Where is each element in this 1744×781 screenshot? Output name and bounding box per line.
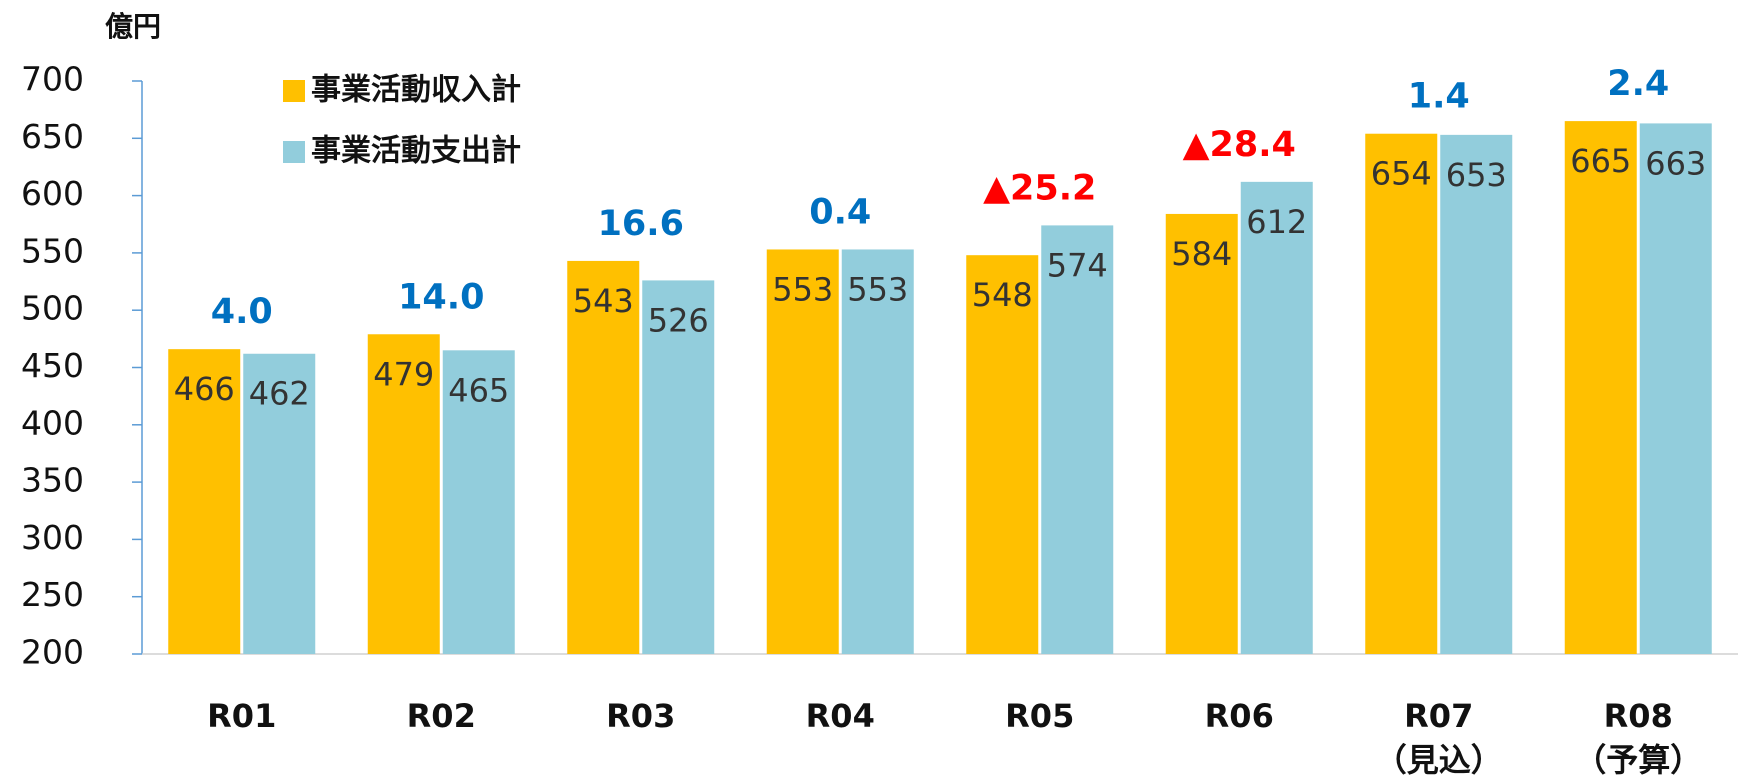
x-tick-label: R05 — [1005, 697, 1075, 735]
difference-label: 16.6 — [598, 204, 684, 244]
x-tick-label: R06 — [1204, 697, 1274, 735]
bar — [1240, 181, 1313, 654]
y-tick-label: 450 — [21, 346, 84, 385]
bar — [567, 260, 640, 654]
legend-label: 事業活動支出計 — [311, 134, 521, 169]
bar — [966, 255, 1039, 654]
bar-value-label: 479 — [373, 355, 434, 393]
difference-label: 2.4 — [1607, 64, 1669, 104]
legend-swatch — [283, 80, 305, 102]
bar — [1440, 134, 1513, 654]
difference-label: 14.0 — [398, 277, 484, 317]
y-tick-label: 600 — [21, 174, 84, 213]
bar-value-label: 462 — [249, 375, 310, 413]
x-tick-label: R04 — [805, 697, 875, 735]
y-tick-label: 300 — [21, 518, 84, 557]
y-tick-label: 650 — [21, 117, 84, 156]
bar-value-label: 465 — [448, 371, 509, 409]
y-axis-label: 億円 — [105, 10, 161, 43]
bar-value-label: 654 — [1371, 155, 1432, 193]
difference-label: ▲28.4 — [1183, 125, 1296, 165]
bar-value-label: 663 — [1645, 144, 1706, 182]
bar — [1564, 121, 1637, 655]
bar-value-label: 553 — [847, 270, 908, 308]
bar-value-label: 574 — [1047, 246, 1108, 284]
y-tick-label: 200 — [21, 633, 84, 672]
legend-swatch — [283, 141, 305, 163]
legend-label: 事業活動収入計 — [311, 73, 521, 108]
x-tick-label: R07 （見込） — [1374, 697, 1503, 779]
bar-value-label: 553 — [772, 270, 833, 308]
difference-label: ▲25.2 — [983, 168, 1096, 208]
bar — [168, 349, 241, 654]
bar-value-label: 526 — [648, 301, 709, 339]
y-tick-label: 700 — [21, 60, 84, 99]
y-tick-label: 550 — [21, 231, 84, 270]
y-tick-label: 250 — [21, 575, 84, 614]
bar — [642, 280, 715, 654]
x-tick-label: R08 （予算） — [1574, 697, 1703, 779]
bar — [841, 249, 914, 654]
bar — [1041, 225, 1114, 654]
bar — [1165, 213, 1238, 654]
bar — [243, 353, 316, 654]
bar — [367, 334, 440, 654]
difference-label: 0.4 — [809, 192, 871, 232]
x-tick-label: R03 — [606, 697, 676, 735]
bar-value-label: 466 — [174, 370, 235, 408]
y-tick-label: 350 — [21, 461, 84, 500]
y-tick-label: 400 — [21, 403, 84, 442]
bar — [1639, 123, 1712, 655]
bar-value-label: 612 — [1246, 203, 1307, 241]
bar — [1365, 133, 1438, 654]
bar-value-label: 665 — [1570, 142, 1631, 180]
bar — [442, 350, 515, 654]
bar-value-label: 543 — [573, 282, 634, 320]
bar-value-label: 653 — [1446, 156, 1507, 194]
y-tick-label: 500 — [21, 289, 84, 328]
x-tick-label: R01 — [207, 697, 277, 735]
bar — [766, 249, 839, 654]
difference-label: 4.0 — [211, 292, 273, 332]
x-tick-label: R02 — [406, 697, 476, 735]
bar-value-label: 584 — [1171, 235, 1232, 273]
difference-label: 1.4 — [1408, 77, 1470, 117]
bar-value-label: 548 — [972, 276, 1033, 314]
